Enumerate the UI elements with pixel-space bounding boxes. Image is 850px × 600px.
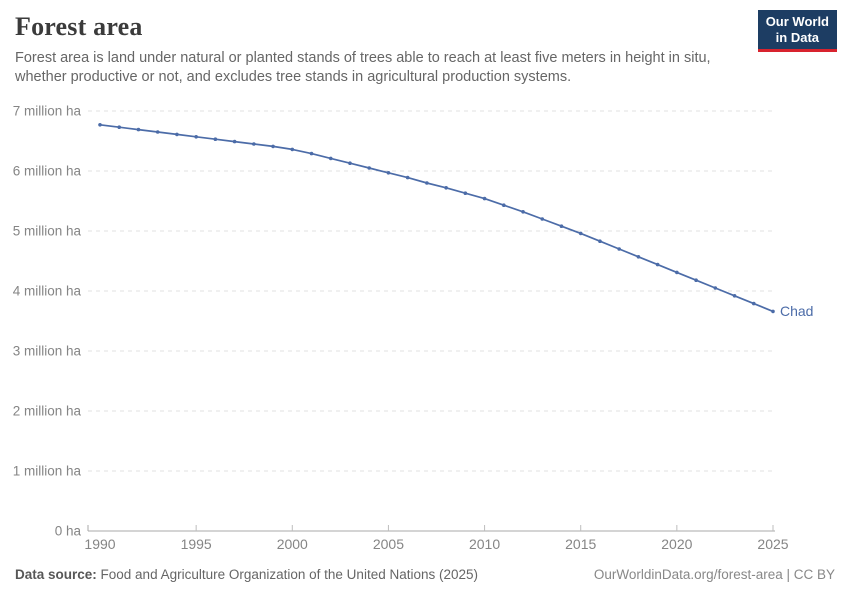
data-point[interactable]	[213, 137, 218, 141]
x-tick-label: 2005	[373, 536, 404, 552]
data-point[interactable]	[617, 247, 621, 251]
x-tick-label: 1990	[84, 536, 115, 552]
data-source-label: Data source:	[15, 567, 97, 582]
data-point[interactable]	[175, 132, 179, 137]
data-point[interactable]	[521, 210, 525, 214]
page-title: Forest area	[15, 12, 143, 41]
owid-logo-line2: in Data	[775, 30, 820, 45]
y-tick-label: 1 million ha	[13, 464, 82, 479]
chart-footer: Data source: Food and Agriculture Organi…	[15, 567, 835, 582]
chart-subtitle-line1: Forest area is land under natural or pla…	[15, 50, 711, 66]
data-point[interactable]	[309, 151, 314, 156]
x-tick-label: 1995	[181, 536, 212, 552]
y-tick-label: 0 ha	[55, 524, 82, 539]
y-tick-label: 3 million ha	[13, 344, 82, 359]
x-tick-label: 2000	[277, 536, 308, 552]
data-line-chad[interactable]	[99, 123, 774, 313]
x-tick-label: 2015	[565, 536, 596, 552]
data-point[interactable]	[386, 171, 391, 175]
license-text: OurWorldinData.org/forest-area | CC BY	[593, 567, 835, 582]
y-tick-label: 4 million ha	[13, 284, 82, 299]
data-point[interactable]	[425, 181, 429, 185]
data-point[interactable]	[405, 175, 410, 180]
data-point[interactable]	[540, 217, 545, 221]
data-point[interactable]	[117, 125, 122, 129]
data-point[interactable]	[155, 130, 160, 134]
data-point[interactable]	[655, 262, 660, 267]
data-point[interactable]	[771, 309, 775, 314]
y-tick-label: 5 million ha	[13, 224, 82, 239]
data-point[interactable]	[732, 294, 737, 298]
data-point[interactable]	[751, 301, 756, 306]
data-point[interactable]	[290, 147, 295, 152]
data-point[interactable]	[328, 156, 333, 161]
data-point[interactable]	[713, 286, 718, 290]
data-point[interactable]	[252, 142, 256, 146]
data-point[interactable]	[502, 203, 506, 207]
x-tick-label: 2020	[661, 536, 692, 552]
chart-subtitle: Forest area is land under natural or pla…	[15, 49, 835, 87]
data-source: Data source: Food and Agriculture Organi…	[15, 567, 478, 582]
data-point[interactable]	[675, 270, 679, 275]
chart-header: Forest area Forest area is land under na…	[15, 12, 835, 87]
owid-logo-line1: Our World	[765, 14, 829, 29]
y-tick-label: 7 million ha	[13, 104, 82, 119]
data-point[interactable]	[444, 186, 448, 190]
y-tick-label: 2 million ha	[13, 404, 82, 419]
data-point[interactable]	[482, 196, 487, 201]
data-point[interactable]	[598, 239, 602, 243]
data-point[interactable]	[636, 254, 641, 259]
data-point[interactable]	[348, 161, 352, 165]
data-point[interactable]	[98, 123, 102, 127]
y-tick-label: 6 million ha	[13, 164, 82, 179]
data-point[interactable]	[136, 127, 141, 132]
entity-label-chad[interactable]: Chad	[780, 303, 813, 319]
data-point[interactable]	[694, 278, 698, 283]
data-point[interactable]	[271, 144, 275, 149]
data-point[interactable]	[463, 191, 468, 195]
data-point[interactable]	[559, 224, 564, 228]
data-point[interactable]	[578, 231, 583, 236]
data-source-text: Food and Agriculture Organization of the…	[96, 567, 479, 582]
data-point[interactable]	[232, 139, 237, 144]
owid-logo[interactable]: Our World in Data	[757, 10, 837, 52]
data-point[interactable]	[194, 135, 198, 139]
x-tick-label: 2025	[757, 536, 788, 552]
data-point[interactable]	[367, 166, 372, 170]
x-tick-label: 2010	[469, 536, 500, 552]
chart-subtitle-line2: whether productive or not, and excludes …	[15, 69, 572, 85]
